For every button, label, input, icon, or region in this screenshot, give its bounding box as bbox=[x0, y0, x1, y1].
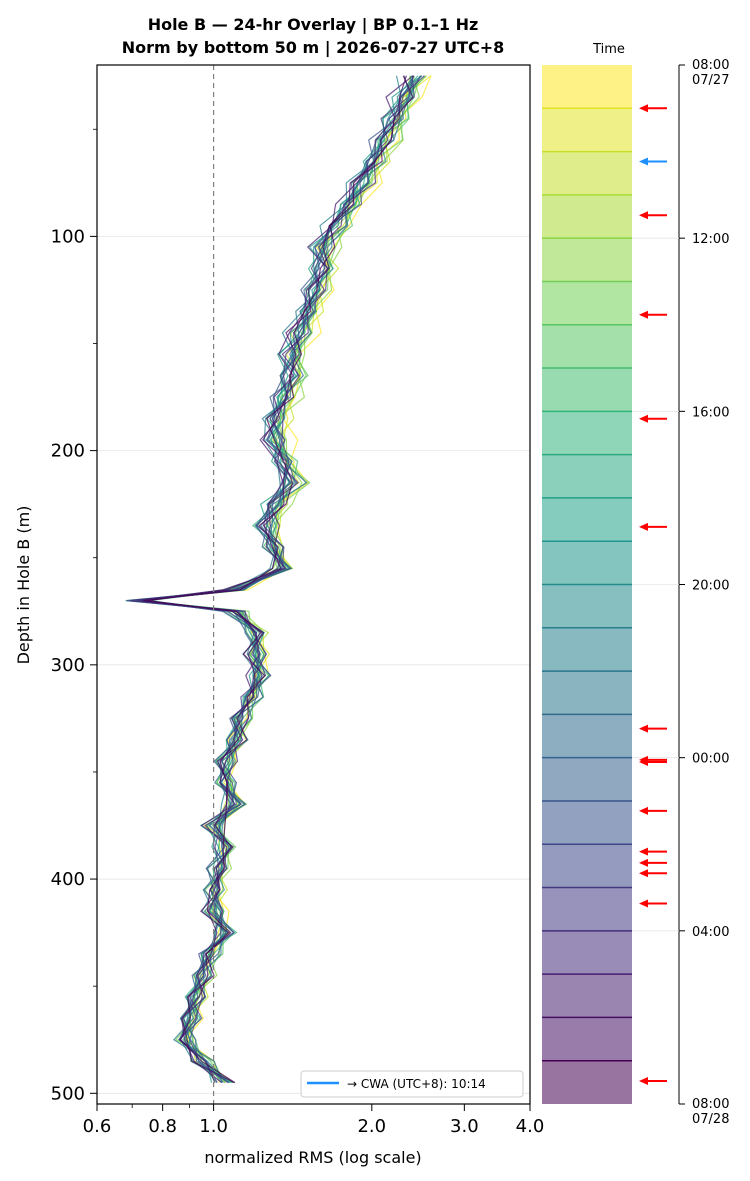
trace-group bbox=[125, 75, 432, 1084]
colorbar-tick-label: 20:00 bbox=[692, 579, 729, 594]
colorbar-band bbox=[542, 324, 632, 369]
x-tick-label: 0.8 bbox=[148, 1116, 177, 1137]
depth-trace bbox=[142, 75, 402, 1084]
depth-trace bbox=[143, 75, 423, 1083]
colorbar-band bbox=[542, 757, 632, 801]
y-axis: 100 200 300 400 500 bbox=[51, 128, 97, 1104]
depth-trace bbox=[131, 75, 432, 1083]
event-arrow-head bbox=[639, 414, 648, 423]
colorbar-band bbox=[542, 930, 632, 975]
legend-entry: → CWA (UTC+8): 10:14 bbox=[347, 1077, 486, 1091]
colorbar-band bbox=[542, 541, 632, 585]
depth-trace bbox=[148, 75, 407, 1084]
event-arrow-head bbox=[639, 757, 648, 766]
y-tick-label: 200 bbox=[51, 441, 85, 462]
event-arrow-head bbox=[639, 847, 648, 856]
x-tick-label: 2.0 bbox=[357, 1116, 386, 1137]
depth-trace bbox=[130, 75, 414, 1083]
event-arrow-head bbox=[639, 104, 648, 113]
colorbar-band bbox=[542, 497, 632, 542]
event-arrow-head bbox=[639, 310, 648, 319]
depth-trace bbox=[145, 75, 415, 1084]
depth-trace bbox=[136, 75, 411, 1084]
x-tick-label: 0.6 bbox=[83, 1116, 112, 1137]
colorbar-tick-label: 00:00 bbox=[692, 752, 729, 767]
colorbar-band bbox=[542, 584, 632, 628]
depth-trace bbox=[125, 75, 419, 1083]
colorbar-band bbox=[542, 800, 632, 845]
colorbar-band bbox=[542, 627, 632, 672]
plot-frame bbox=[96, 64, 531, 1105]
colorbar-tick-label: 04:00 bbox=[692, 925, 729, 940]
event-arrows bbox=[639, 104, 667, 1086]
y-tick-label: 300 bbox=[51, 655, 85, 676]
depth-trace bbox=[135, 75, 423, 1083]
colorbar-band bbox=[542, 844, 632, 888]
colorbar-end-label: 07/28 bbox=[692, 1112, 729, 1127]
colorbar-band bbox=[542, 281, 632, 325]
depth-trace bbox=[133, 75, 432, 1083]
depth-trace bbox=[126, 75, 414, 1083]
colorbar-band bbox=[542, 974, 632, 1018]
colorbar-band bbox=[542, 368, 632, 412]
colorbar-end-label: 08:00 bbox=[692, 1097, 729, 1112]
depth-trace bbox=[142, 75, 413, 1084]
x-axis: 0.6 0.8 1.0 2.0 3.0 4.0 bbox=[83, 1104, 545, 1137]
colorbar-band bbox=[542, 108, 632, 152]
event-arrow-head bbox=[639, 211, 648, 220]
event-arrow-head bbox=[639, 724, 648, 733]
depth-trace bbox=[143, 75, 414, 1084]
colorbar-band bbox=[542, 411, 632, 455]
depth-trace bbox=[144, 75, 428, 1084]
colorbar-band bbox=[542, 714, 632, 758]
event-arrow-head bbox=[639, 1077, 648, 1086]
chart-subtitle: Norm by bottom 50 m | 2026-07-27 UTC+8 bbox=[122, 38, 505, 58]
depth-trace bbox=[140, 75, 414, 1084]
colorbar-axis: 08:0007/2708:0007/2812:0016:0020:0000:00… bbox=[632, 58, 729, 1127]
colorbar-band bbox=[542, 671, 632, 715]
depth-trace bbox=[144, 75, 427, 1083]
depth-trace bbox=[149, 75, 422, 1084]
depth-trace bbox=[145, 75, 415, 1084]
x-tick-label: 1.0 bbox=[199, 1116, 228, 1137]
colorbar-tick-label: 12:00 bbox=[692, 232, 729, 247]
event-arrow-head bbox=[639, 157, 648, 166]
grid-lines bbox=[97, 235, 530, 1094]
y-tick-label: 400 bbox=[51, 869, 85, 890]
depth-trace bbox=[137, 75, 421, 1083]
colorbar-band bbox=[542, 1060, 632, 1104]
colorbar-label: Time bbox=[592, 42, 625, 57]
depth-trace bbox=[137, 75, 422, 1083]
event-arrow-head bbox=[639, 869, 648, 878]
colorbar-end-label: 08:00 bbox=[692, 58, 729, 73]
event-arrow-head bbox=[639, 806, 648, 815]
y-tick-label: 500 bbox=[51, 1083, 85, 1104]
depth-trace bbox=[130, 75, 425, 1083]
colorbar-band bbox=[542, 238, 632, 282]
legend: → CWA (UTC+8): 10:14 bbox=[300, 1070, 524, 1098]
colorbar-band bbox=[542, 151, 632, 195]
legend-box bbox=[300, 1070, 524, 1098]
x-tick-label: 3.0 bbox=[450, 1116, 479, 1137]
colorbar-band bbox=[542, 194, 632, 239]
colorbar-tick-label: 16:00 bbox=[692, 405, 729, 420]
colorbar-band bbox=[542, 454, 632, 498]
colorbar-band bbox=[542, 887, 632, 931]
event-arrow-head bbox=[639, 858, 648, 867]
colorbar-end-label: 07/27 bbox=[692, 73, 729, 88]
depth-trace bbox=[144, 75, 411, 1084]
colorbar bbox=[542, 65, 632, 1104]
colorbar-band bbox=[542, 65, 632, 109]
x-tick-label: 4.0 bbox=[516, 1116, 545, 1137]
event-arrow-head bbox=[639, 899, 648, 908]
colorbar-band bbox=[542, 1017, 632, 1061]
y-axis-label: Depth in Hole B (m) bbox=[14, 506, 33, 665]
x-axis-label: normalized RMS (log scale) bbox=[204, 1148, 421, 1167]
y-tick-label: 100 bbox=[51, 226, 85, 247]
depth-trace bbox=[137, 75, 415, 1084]
chart-title: Hole B — 24-hr Overlay | BP 0.1–1 Hz bbox=[148, 15, 479, 35]
depth-trace bbox=[140, 75, 420, 1084]
event-arrow-head bbox=[639, 522, 648, 531]
